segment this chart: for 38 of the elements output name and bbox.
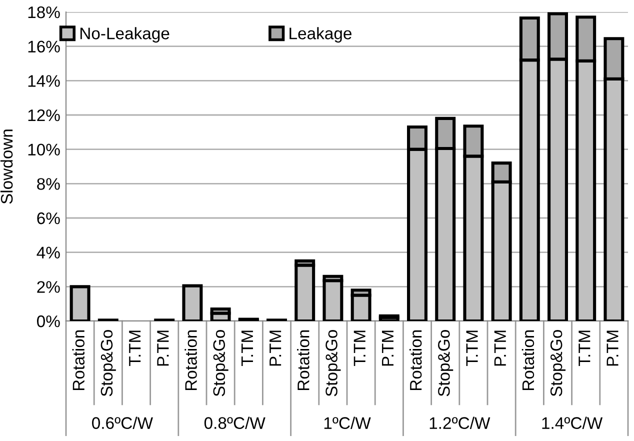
x-tick-label: Stop&Go	[213, 330, 228, 396]
x-tick-label: Rotation	[297, 330, 310, 390]
y-tick-label: 18%	[28, 6, 60, 18]
x-tick-label: T.TM	[129, 330, 141, 366]
y-axis-title: Slowdown	[0, 130, 13, 204]
x-tick-label: T.TM	[354, 330, 366, 366]
text: 0.8ºC/W	[204, 416, 266, 429]
y-tick-label: 8%	[37, 178, 60, 190]
x-tick-label: T.TM	[578, 330, 590, 366]
text: 0.6ºC/W	[92, 416, 153, 429]
x-tick-label: P.TM	[606, 330, 618, 366]
x-tick-label: Stop&Go	[326, 330, 341, 396]
x-tick-label: Rotation	[522, 330, 534, 390]
y-tick-label: 4%	[36, 246, 60, 258]
x-tick-label: Rotation	[72, 330, 85, 390]
x-tick-label: Stop&Go	[550, 330, 566, 396]
y-tick-label: 2%	[37, 281, 60, 293]
y-tick-label: 6%	[37, 212, 60, 224]
x-tick-label: T.TM	[466, 330, 478, 366]
y-tick-label: 0%	[37, 315, 60, 328]
text: 1.2ºC/W	[430, 416, 490, 429]
text: 1ºC/W	[324, 416, 371, 429]
y-tick-label: 14%	[28, 75, 60, 87]
x-tick-label: P.TM	[494, 330, 506, 366]
x-tick-label: Stop&Go	[438, 330, 454, 396]
x-tick-label: T.TM	[241, 330, 253, 366]
x-tick-label: P.TM	[270, 330, 282, 366]
legend-label: Leakage	[290, 27, 352, 43]
y-tick-label: 10%	[28, 144, 60, 156]
x-tick-label: Stop&Go	[100, 330, 116, 396]
legend-label: No-Leakage	[80, 27, 170, 43]
x-tick-label: P.TM	[157, 330, 169, 366]
y-tick-label: 12%	[28, 109, 60, 122]
x-tick-label: Rotation	[184, 330, 197, 390]
x-tick-label: P.TM	[382, 330, 394, 366]
x-tick-label: Rotation	[409, 330, 422, 390]
text: 1.4ºC/W	[542, 416, 603, 429]
y-tick-label: 16%	[28, 40, 60, 53]
